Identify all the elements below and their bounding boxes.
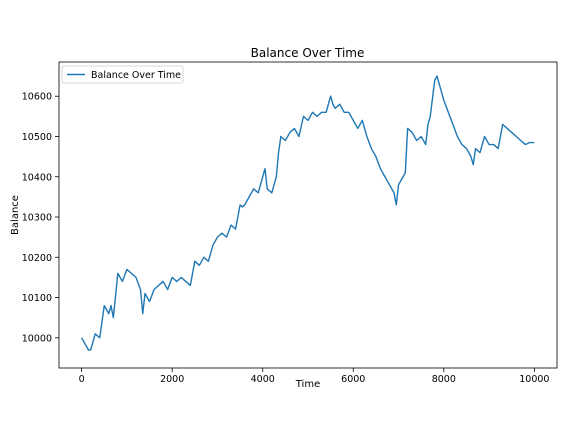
legend: Balance Over Time [61, 65, 184, 84]
chart-title: Balance Over Time [251, 46, 365, 60]
x-tick-label: 0 [79, 374, 85, 385]
y-tick-label: 10100 [22, 293, 52, 304]
x-tick-label: 8000 [432, 374, 456, 385]
legend-box [61, 65, 184, 84]
y-tick-label: 10300 [22, 213, 52, 224]
plot-frame [58, 61, 558, 369]
y-tick-label: 10600 [22, 92, 52, 103]
y-tick-label: 10000 [22, 333, 52, 344]
y-tick-label: 10500 [22, 132, 52, 143]
y-axis-label: Balance [10, 195, 21, 235]
x-axis-label: Time [295, 379, 320, 390]
x-tick-label: 10000 [519, 374, 549, 385]
x-tick-label: 4000 [251, 374, 275, 385]
y-tick-label: 10400 [22, 172, 52, 183]
x-tick-label: 6000 [341, 374, 365, 385]
balance-line [81, 75, 535, 351]
legend-label: Balance Over Time [91, 70, 181, 81]
x-axis-ticks: 0 2000 4000 6000 8000 10000 [79, 368, 549, 385]
y-tick-label: 10200 [22, 253, 52, 264]
y-axis-ticks: 10000 10100 10200 10300 10400 10500 10600 [22, 92, 59, 344]
x-tick-label: 2000 [160, 374, 184, 385]
